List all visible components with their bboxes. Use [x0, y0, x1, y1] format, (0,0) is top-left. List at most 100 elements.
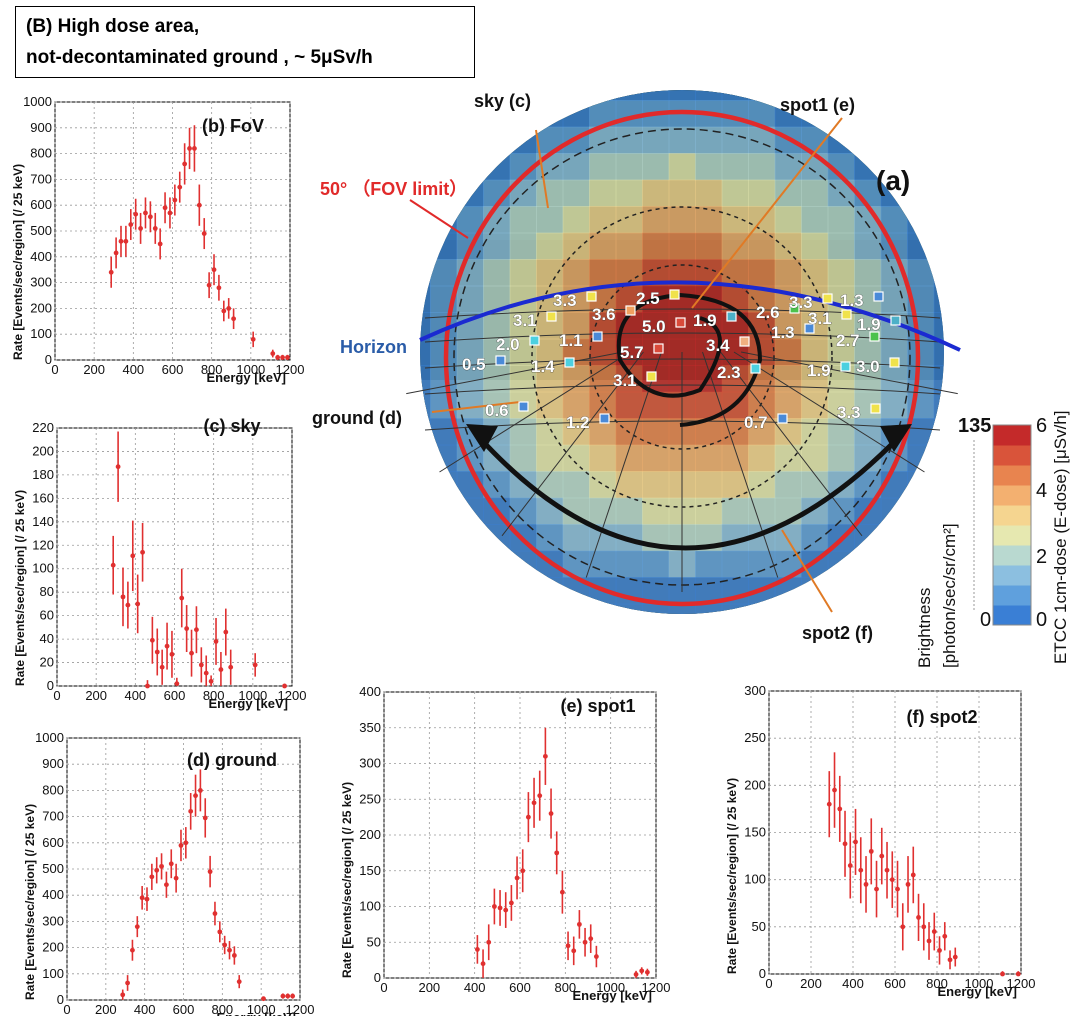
- data-point: [164, 882, 169, 888]
- dose-point-marker: [873, 291, 884, 302]
- dose-point-marker: [646, 371, 657, 382]
- x-tick-label: 600: [164, 688, 186, 703]
- data-point: [889, 877, 895, 883]
- y-tick-label: 700: [42, 809, 64, 824]
- data-point: [252, 662, 258, 668]
- heatmap-cell: [801, 206, 829, 234]
- data-point: [172, 197, 178, 203]
- y-tick-label: 200: [744, 777, 766, 792]
- x-tick-label: 200: [83, 362, 105, 377]
- data-point: [537, 793, 543, 799]
- data-point: [152, 226, 158, 231]
- dose-point-label: 3.6: [592, 305, 616, 324]
- colorbar-step: [993, 585, 1031, 606]
- data-point: [231, 316, 237, 322]
- colorbar-step: [993, 465, 1031, 486]
- dose-point-label: 3.1: [513, 311, 537, 330]
- panel-a-label: (a): [876, 165, 910, 196]
- dose-point-marker: [625, 305, 636, 316]
- data-point: [202, 815, 208, 821]
- dose-point-marker: [870, 403, 881, 414]
- data-point: [826, 801, 832, 807]
- heatmap-cell: [827, 206, 855, 234]
- data-point: [222, 942, 228, 948]
- data-point: [207, 869, 213, 875]
- data-point: [576, 921, 582, 927]
- x-tick-label: 1200: [642, 980, 671, 995]
- x-axis-label: Energy [keV]: [209, 696, 288, 711]
- heatmap-cell: [420, 312, 431, 340]
- data-point: [874, 886, 879, 892]
- colorbar-tick-4: 4: [1036, 480, 1047, 502]
- heatmap-cell: [774, 365, 802, 393]
- heatmap-cell: [536, 444, 564, 472]
- data-point: [593, 954, 599, 959]
- data-point: [853, 839, 858, 845]
- y-tick-label: 150: [359, 863, 381, 878]
- heatmap-cell: [536, 179, 564, 207]
- grid-line: [406, 351, 624, 395]
- y-tick-label: 800: [42, 782, 64, 797]
- y-tick-label: 60: [40, 608, 54, 623]
- x-tick-label: 200: [85, 688, 107, 703]
- data-point: [474, 947, 480, 952]
- heatmap-cell: [615, 391, 643, 419]
- fov-pointer: [409, 199, 469, 239]
- colorbar-step: [993, 545, 1031, 566]
- dose-point-marker: [726, 311, 737, 322]
- data-point: [236, 979, 242, 985]
- heatmap-cell: [562, 524, 590, 552]
- heatmap-cell: [774, 206, 802, 234]
- spot2-arrow-left: [466, 424, 498, 452]
- grid-line: [501, 351, 644, 537]
- data-point: [280, 355, 285, 360]
- y-tick-label: 150: [744, 825, 766, 840]
- data-point: [174, 681, 180, 687]
- data-point: [178, 843, 184, 848]
- data-point: [514, 875, 520, 881]
- heatmap-cell: [642, 444, 670, 472]
- data-point: [179, 595, 185, 601]
- heatmap-cell: [509, 418, 537, 446]
- y-axis-label: Rate [Events/sec/region] (/ 25 keV): [725, 778, 739, 974]
- y-tick-label: 1000: [35, 730, 64, 745]
- heatmap-cell: [420, 338, 431, 366]
- spot2-pointer: [781, 529, 833, 613]
- data-point: [159, 664, 165, 670]
- data-point: [261, 996, 266, 1002]
- data-point: [937, 948, 942, 953]
- grid-line: [740, 351, 958, 395]
- data-point: [154, 867, 160, 873]
- colorbar-top-left: 135: [958, 415, 991, 437]
- data-point: [133, 211, 139, 217]
- data-point: [868, 848, 874, 854]
- colorbar-label-right: ETCC 1cm-dose (E-dose) [μSv/h]: [1051, 410, 1070, 664]
- heatmap-cell: [562, 259, 590, 287]
- heatmap-cell: [456, 338, 484, 366]
- x-tick-label: 800: [201, 362, 223, 377]
- x-tick-label: 0: [51, 362, 58, 377]
- heatmap-cell: [880, 285, 908, 313]
- heatmap-cell: [668, 126, 696, 154]
- dose-point-marker: [804, 323, 815, 334]
- data-point: [508, 900, 514, 906]
- heatmap-cell: [420, 285, 431, 313]
- heatmap-cell: [642, 312, 670, 340]
- y-tick-label: 400: [359, 684, 381, 699]
- dose-point-marker: [822, 293, 833, 304]
- grid-arc: [424, 332, 941, 343]
- dose-point-marker: [869, 331, 880, 342]
- x-tick-label: 1200: [276, 362, 305, 377]
- heatmap-cell: [420, 365, 431, 393]
- dose-point-label: 3.3: [789, 293, 813, 312]
- heatmap-cell: [562, 471, 590, 499]
- y-tick-label: 200: [42, 940, 64, 955]
- data-point: [221, 308, 227, 314]
- heatmap-cell: [589, 206, 617, 234]
- data-point: [213, 639, 219, 644]
- spectrum-plot: 0 200 400 600 800 1000 1200 0 50 100 150 200 250 300 3…: [340, 684, 670, 1003]
- spot2-label: spot2 (f): [802, 623, 873, 643]
- heatmap-cell: [642, 232, 670, 260]
- data-point: [503, 907, 509, 913]
- heatmap-cell: [748, 153, 776, 181]
